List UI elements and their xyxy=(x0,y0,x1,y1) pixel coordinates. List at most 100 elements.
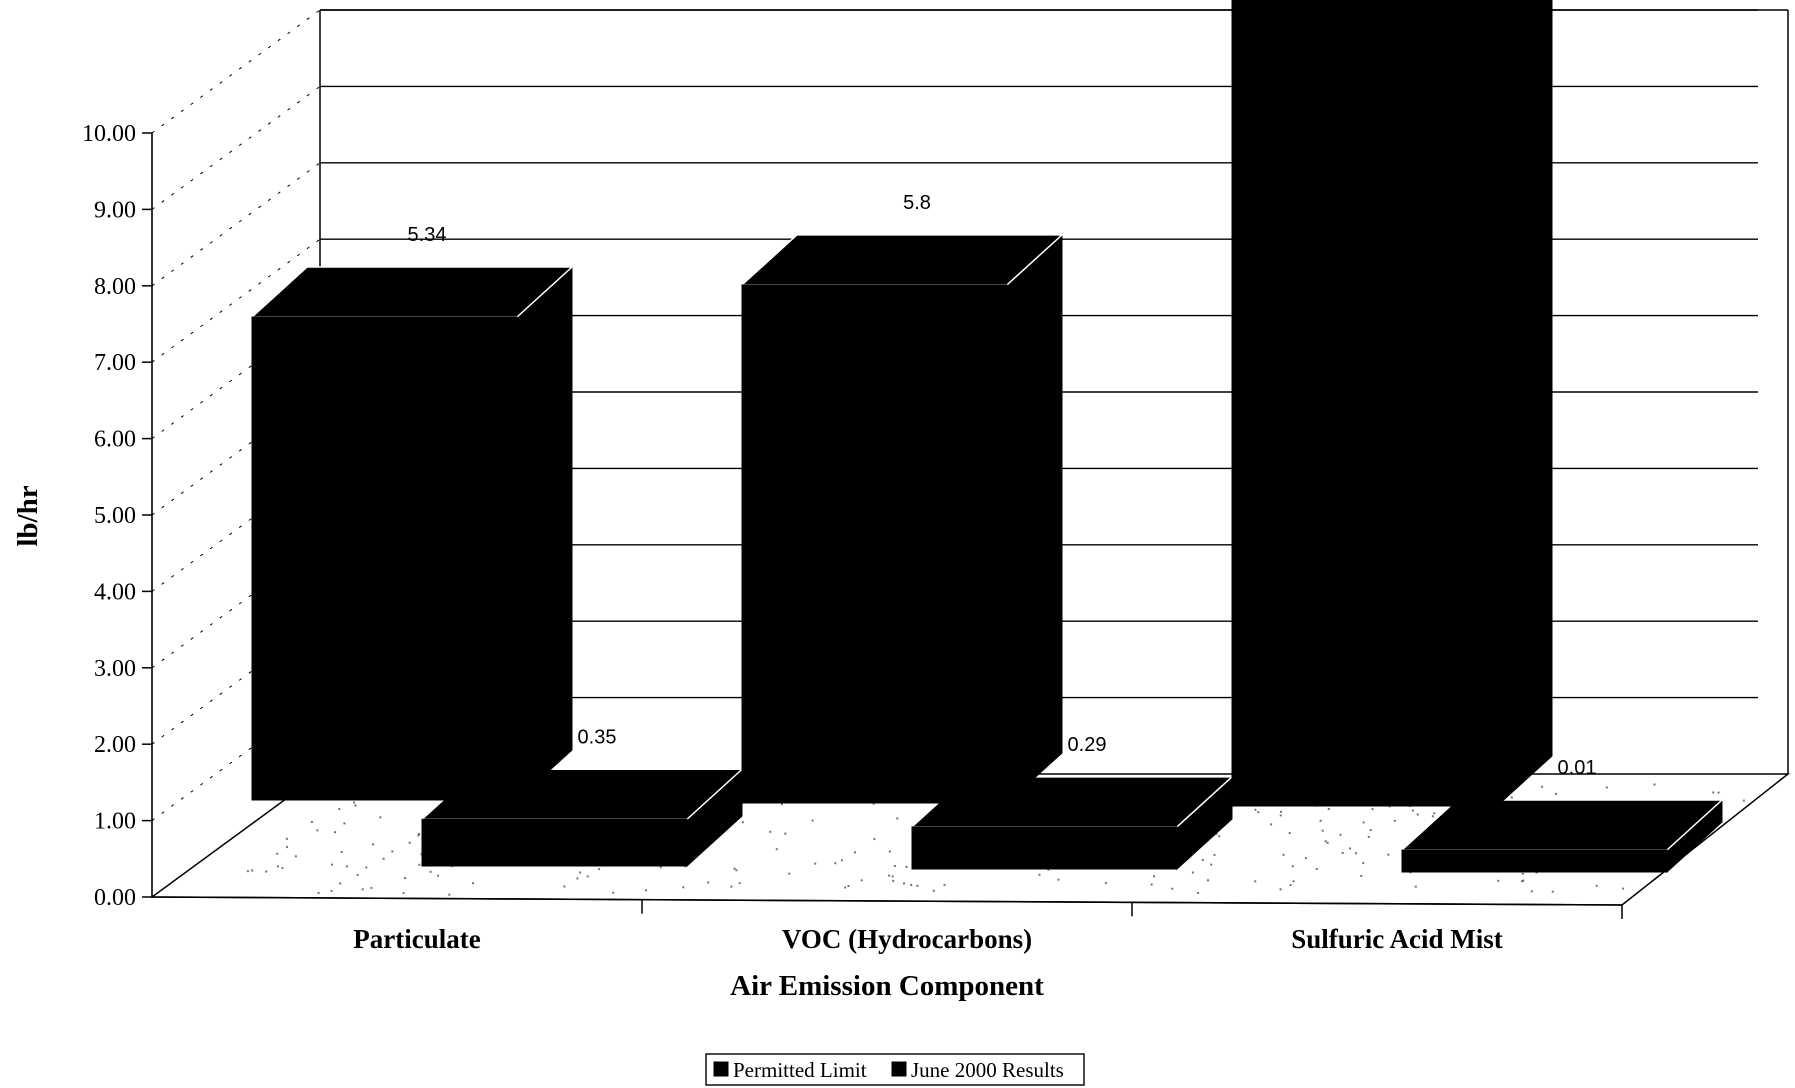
floor-speck xyxy=(316,829,319,832)
floor-speck xyxy=(1411,809,1414,812)
floor-speck xyxy=(892,879,895,882)
floor-speck xyxy=(1257,811,1260,814)
floor-speck xyxy=(286,846,288,849)
side-gridline xyxy=(151,85,321,210)
category-label-particulate: Particulate xyxy=(353,924,480,954)
floor-speck xyxy=(576,877,579,880)
side-gridline xyxy=(151,9,321,134)
floor-speck xyxy=(1038,873,1041,876)
floor-speck xyxy=(888,874,891,877)
floor-speck xyxy=(1213,853,1216,856)
floor-speck xyxy=(905,865,908,868)
y-tick-label: 0.00 xyxy=(94,885,136,911)
floor-speck xyxy=(814,862,817,865)
floor-speck xyxy=(1270,823,1273,826)
floor-speck xyxy=(788,872,791,875)
floor-speck xyxy=(1254,808,1257,811)
floor-speck xyxy=(1362,821,1365,824)
floor-speck xyxy=(1171,887,1174,890)
floor-speck xyxy=(391,850,394,853)
floor-speck xyxy=(404,877,407,880)
floor-speck xyxy=(246,870,249,873)
floor-speck xyxy=(1712,791,1715,794)
floor-speck xyxy=(1369,829,1372,832)
floor-speck xyxy=(579,871,582,874)
bar-permitted-limit-voc-hydrocarbons xyxy=(740,233,1064,805)
floor-speck xyxy=(372,843,375,846)
floor-speck xyxy=(277,865,279,868)
floor-speck xyxy=(943,883,946,886)
floor-speck xyxy=(1326,841,1329,844)
floor-speck xyxy=(612,891,615,894)
category-label-voc-hydrocarbons: VOC (Hydrocarbons) xyxy=(782,924,1032,954)
floor-speck xyxy=(1288,832,1291,834)
floor-speck xyxy=(1360,874,1363,877)
floor-speck xyxy=(775,848,778,851)
bar-side-face xyxy=(516,265,573,802)
floor-speck xyxy=(370,886,373,889)
data-label-permitted-limit-voc-hydrocarbons: 5.8 xyxy=(903,192,931,214)
legend-swatch-permitted-limit xyxy=(713,1061,729,1077)
y-tick-label: 8.00 xyxy=(94,274,136,300)
floor-speck xyxy=(1510,796,1513,799)
floor-speck xyxy=(1431,815,1434,818)
floor-speck xyxy=(251,869,254,872)
y-tick-label: 1.00 xyxy=(94,809,136,835)
bar-permitted-limit-particulate xyxy=(250,265,574,802)
floor-speck xyxy=(1653,783,1656,786)
y-tick-label: 10.00 xyxy=(82,121,136,147)
data-label-permitted-limit-particulate: 5.34 xyxy=(408,224,447,246)
floor-speck xyxy=(811,819,814,822)
floor-speck xyxy=(276,852,279,855)
bar-front-face xyxy=(1401,849,1668,873)
floor-speck xyxy=(1280,810,1282,813)
floor-speck xyxy=(402,892,405,895)
floor-speck xyxy=(1210,863,1213,866)
floor-speck xyxy=(334,831,336,834)
bar-front-face xyxy=(911,826,1178,870)
floor-speck xyxy=(916,884,919,887)
floor-speck xyxy=(733,867,736,870)
floor-speck xyxy=(1304,857,1307,860)
bar-front-face xyxy=(1231,0,1498,807)
floor-speck xyxy=(903,882,905,885)
legend: Permitted Limit June 2000 Results xyxy=(705,1053,1085,1086)
floor-speck xyxy=(854,851,856,854)
floor-speck xyxy=(294,855,297,858)
floor-speck xyxy=(741,821,744,824)
data-label-june-2000-results-voc-hydrocarbons: 0.29 xyxy=(1068,734,1107,756)
y-axis-title: lb/hr xyxy=(12,485,44,546)
floor-speck xyxy=(707,881,710,884)
legend-label-june-2000-results: June 2000 Results xyxy=(911,1058,1064,1082)
floor-speck xyxy=(840,859,843,862)
y-tick-label: 6.00 xyxy=(94,427,136,453)
floor-speck xyxy=(1742,799,1745,802)
floor-speck xyxy=(1349,847,1352,850)
floor-speck xyxy=(784,832,787,835)
floor-speck xyxy=(1324,840,1327,843)
floor-speck xyxy=(361,888,364,891)
legend-swatch-june-2000-results xyxy=(891,1061,907,1077)
bar-permitted-limit-sulfuric-acid-mist xyxy=(1231,0,1553,808)
floor-speck xyxy=(1551,890,1554,893)
side-gridline xyxy=(151,162,321,287)
floor-speck xyxy=(1289,884,1292,886)
floor-speck xyxy=(586,875,589,878)
floor-speck xyxy=(472,882,474,885)
data-label-june-2000-results-particulate: 0.35 xyxy=(578,726,617,748)
floor-speck xyxy=(1433,812,1436,815)
floor-speck xyxy=(281,867,284,870)
floor-speck xyxy=(730,885,733,888)
category-label-sulfuric-acid-mist: Sulfuric Acid Mist xyxy=(1291,924,1503,954)
bar-side-face xyxy=(1006,233,1063,805)
floor-speck xyxy=(910,884,913,886)
floor-speck xyxy=(1321,829,1324,832)
bar-top-face xyxy=(250,266,574,318)
floor-speck xyxy=(1282,853,1285,856)
floor-speck xyxy=(1191,871,1194,874)
floor-speck xyxy=(353,801,356,804)
floor-speck xyxy=(317,891,320,894)
floor-speck xyxy=(1254,880,1257,883)
floor-speck xyxy=(1315,868,1318,870)
floor-speck xyxy=(888,850,891,853)
